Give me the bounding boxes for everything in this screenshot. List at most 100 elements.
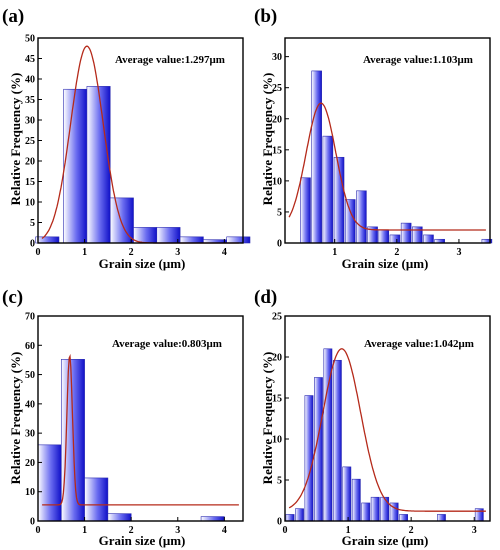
x-tick-label: 3 <box>472 525 477 536</box>
average-annotation: Average value:1.297μm <box>115 54 225 66</box>
x-tick-label: 3 <box>456 247 461 258</box>
histogram-bar <box>295 508 304 522</box>
histogram-bar <box>437 514 446 522</box>
histogram-bar <box>399 514 408 522</box>
histogram-bar <box>304 395 314 522</box>
x-axis-label: Grain size (μm) <box>99 533 186 548</box>
y-axis-label: Relative Frequency (%) <box>8 352 23 485</box>
average-annotation: Average value:0.803μm <box>112 338 222 350</box>
x-tick-label: 2 <box>394 247 399 258</box>
x-tick-label: 3 <box>175 247 180 258</box>
y-tick-label: 30 <box>25 429 35 440</box>
histogram-bar <box>412 226 423 244</box>
plot-frame <box>284 315 491 522</box>
y-tick-label: 60 <box>25 341 35 352</box>
y-tick-label: 20 <box>272 353 282 364</box>
y-tick-label: 15 <box>272 145 282 156</box>
histogram-bar <box>344 199 356 244</box>
y-tick-label: 25 <box>25 136 35 147</box>
histogram-bar <box>380 496 390 522</box>
y-tick-label: 10 <box>272 435 282 446</box>
histogram-bar <box>156 227 181 244</box>
y-tick-label: 5 <box>30 218 35 229</box>
histogram-bar <box>389 234 401 244</box>
y-tick-label: 30 <box>25 116 35 127</box>
y-axis-label: Relative Frequency (%) <box>8 73 23 206</box>
y-tick-label: 20 <box>25 157 35 168</box>
plot-area: 0 10 20 30 40 50 60 70 0 1 2 3 4 <box>25 312 244 536</box>
x-tick-label: 1 <box>82 247 87 258</box>
y-tick-label: 0 <box>277 239 282 250</box>
panel-label: (d) <box>254 287 277 308</box>
y-tick-label: 15 <box>272 394 282 405</box>
y-axis-label: Relative Frequency (%) <box>260 352 275 485</box>
y-tick-label: 50 <box>25 370 35 381</box>
y-tick-label: 0 <box>277 517 282 528</box>
histogram-bar <box>37 444 62 522</box>
fit-curve <box>42 353 239 506</box>
y-tick-label: 40 <box>25 75 35 86</box>
plot-area: 0 5 10 15 20 25 30 1 2 3 <box>272 37 493 258</box>
y-tick-label: 0 <box>30 517 35 528</box>
x-tick-label: 0 <box>36 247 41 258</box>
panel-label: (b) <box>254 6 277 27</box>
histogram-bar <box>400 222 412 244</box>
y-tick-label: 20 <box>25 458 35 469</box>
histogram-bar <box>300 177 311 244</box>
histogram-bar <box>370 496 380 522</box>
plot-area: 0 5 10 15 20 25 0 1 2 3 <box>272 312 491 536</box>
y-tick-label: 70 <box>25 312 35 323</box>
y-tick-label: 35 <box>25 95 35 106</box>
average-annotation: Average value:1.042μm <box>364 338 474 350</box>
panel-a: (a) 0 5 10 15 20 25 30 35 40 45 50 0 1 2 3 4 Average va… <box>2 6 251 271</box>
x-axis-label: Grain size (μm) <box>342 533 429 548</box>
histogram-bar <box>361 502 371 522</box>
panel-c: (c) 0 10 20 30 40 50 60 70 0 1 2 3 4 Average value:0… <box>2 287 244 548</box>
y-tick-label: 5 <box>277 476 282 487</box>
panel-d: (d) 0 5 10 15 20 25 0 1 2 3 Average value:1.042μm… <box>254 287 491 548</box>
histogram-bar <box>322 135 334 244</box>
y-tick-label: 20 <box>272 114 282 125</box>
x-tick-label: 2 <box>129 247 134 258</box>
histogram-bar <box>332 359 342 522</box>
y-tick-label: 10 <box>25 198 35 209</box>
histogram-bar <box>63 88 88 244</box>
plot-frame <box>37 315 244 522</box>
histogram-bar <box>423 234 434 244</box>
fit-curve <box>288 348 486 512</box>
x-tick-label: 4 <box>222 247 227 258</box>
y-axis-label: Relative Frequency (%) <box>260 73 275 206</box>
x-tick-label: 0 <box>283 525 288 536</box>
y-tick-label: 25 <box>272 312 282 323</box>
plot-frame <box>284 37 491 244</box>
y-tick-label: 50 <box>25 34 35 45</box>
histogram-bar <box>226 236 251 244</box>
x-tick-label: 2 <box>409 525 414 536</box>
average-annotation: Average value:1.103μm <box>363 54 473 66</box>
histogram-bar <box>351 478 361 522</box>
y-tick-label: 10 <box>25 487 35 498</box>
histogram-bar <box>179 236 204 244</box>
histogram-bar <box>474 508 484 522</box>
y-tick-label: 15 <box>25 177 35 188</box>
y-tick-label: 45 <box>25 54 35 65</box>
x-tick-label: 0 <box>36 525 41 536</box>
x-tick-label: 1 <box>332 247 337 258</box>
x-tick-label: 4 <box>222 525 227 536</box>
y-tick-label: 0 <box>30 239 35 250</box>
panel-label: (c) <box>2 287 23 308</box>
histogram-bar <box>107 513 132 522</box>
histogram-bar <box>356 190 367 244</box>
y-tick-label: 25 <box>272 83 282 94</box>
panel-b: (b) 0 5 10 15 20 25 30 1 2 3 Average value:1.103μ… <box>254 6 493 271</box>
histogram-bar <box>35 236 60 244</box>
y-tick-label: 10 <box>272 176 282 187</box>
panel-label: (a) <box>2 6 24 27</box>
histogram-bar <box>378 229 390 244</box>
histogram-bar <box>84 477 109 522</box>
histogram-bar <box>86 86 111 244</box>
x-axis-label: Grain size (μm) <box>342 256 429 271</box>
histogram-bar <box>311 70 322 244</box>
x-tick-label: 1 <box>346 525 351 536</box>
